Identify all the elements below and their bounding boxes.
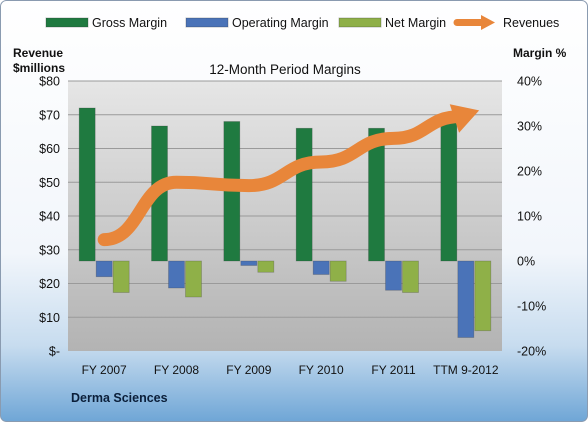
bar-operating-margin (457, 260, 475, 338)
right-tick-label: 40% (517, 75, 542, 89)
right-tick-label: 20% (517, 165, 542, 179)
bar-operating-margin (240, 260, 258, 266)
left-tick-label: $30 (39, 243, 60, 257)
legend-label: Operating Margin (232, 16, 329, 30)
x-tick-label: TTM 9-2012 (433, 363, 499, 377)
legend-label: Revenues (503, 16, 559, 30)
bar-gross-margin (368, 127, 385, 262)
bar-operating-margin (312, 260, 330, 275)
bar-operating-margin (95, 260, 113, 278)
left-tick-label: $20 (39, 277, 60, 291)
left-tick-label: $70 (39, 108, 60, 122)
left-tick-label: $- (49, 345, 60, 359)
bar-net-margin (329, 260, 347, 282)
right-tick-label: 30% (517, 120, 542, 134)
bar-gross-margin (78, 107, 96, 262)
bar-net-margin (185, 260, 202, 298)
bar-gross-margin (440, 116, 458, 262)
bar-net-margin (402, 260, 419, 293)
x-tick-label: FY 2011 (371, 363, 416, 377)
x-tick-label: FY 2007 (82, 363, 127, 377)
bar-operating-margin (385, 260, 402, 291)
left-tick-label: $80 (39, 75, 60, 89)
x-tick-label: FY 2008 (154, 363, 199, 377)
bar-net-margin (112, 260, 130, 293)
left-tick-label: $50 (39, 176, 60, 190)
left-tick-label: $40 (39, 210, 60, 224)
bar-net-margin (257, 260, 275, 273)
legend-label: Net Margin (385, 16, 446, 30)
revenues-arrowhead (449, 104, 480, 133)
left-tick-label: $10 (39, 311, 60, 325)
x-tick-label: FY 2010 (299, 363, 344, 377)
legend-swatch-revenues-arrow (481, 15, 495, 30)
legend-swatch-net-margin (338, 17, 382, 28)
left-axis-title-line1: Revenue (13, 46, 63, 60)
left-axis-title-line2: $millions (13, 61, 65, 75)
legend-label: Gross Margin (92, 16, 167, 30)
revenues-line (97, 110, 467, 247)
right-tick-label: 0% (517, 255, 535, 269)
right-tick-label: -10% (517, 300, 546, 314)
bar-net-margin (474, 260, 492, 332)
company-name: Derma Sciences (71, 391, 168, 405)
right-axis-title: Margin % (513, 46, 567, 60)
right-tick-label: -20% (517, 345, 546, 359)
bar-gross-margin (295, 127, 313, 262)
left-tick-label: $60 (39, 142, 60, 156)
bar-operating-margin (168, 260, 185, 289)
legend-swatch-gross-margin (45, 17, 89, 28)
x-tick-label: FY 2009 (226, 363, 271, 377)
legend-swatch-operating-margin (185, 17, 229, 28)
chart-title: 12-Month Period Margins (209, 62, 361, 77)
right-tick-label: 10% (517, 210, 542, 224)
